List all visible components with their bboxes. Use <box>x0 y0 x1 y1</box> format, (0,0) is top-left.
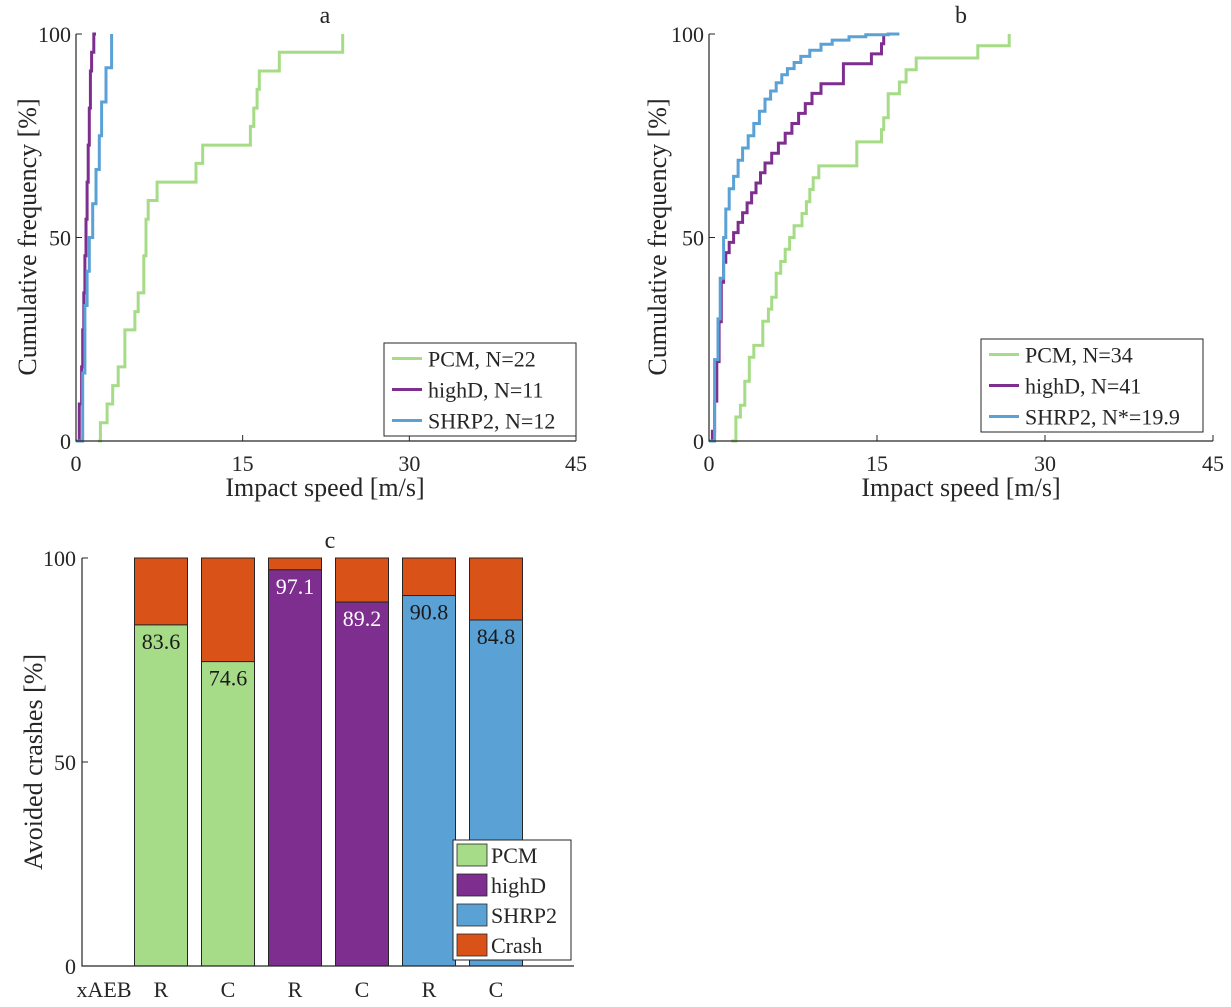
panel-c-bar-crash-3 <box>335 557 389 603</box>
panel-b-plot-area: 0 15 30 45 0 50 100 PCM, N=34 highD, N=41 SHRP2, … <box>671 22 1224 476</box>
panel-a-xtick-label-3: 45 <box>565 451 587 476</box>
panel-a-xlabel: Impact speed [m/s] <box>225 473 424 502</box>
panel-c-plot-area: 83.6 R 74.6 C 97.1 R 89.2 C 90.8 R 84.8 C 0 50 100 PCM h… <box>43 546 574 1002</box>
panel-a-ytick-label-1: 50 <box>49 226 71 251</box>
panel-b-legend-label-1: highD, N=41 <box>1025 374 1141 399</box>
panel-c-bar-crash-4 <box>402 557 456 597</box>
panel-c-data-label-3: 89.2 <box>343 606 382 631</box>
panel-c-data-label-0: 83.6 <box>142 629 181 654</box>
panel-c-xtick-label-1: C <box>221 977 236 1002</box>
panel-a-xtick-label-0: 0 <box>71 451 82 476</box>
panel-b: b 0 15 30 45 0 50 100 PCM, N=34 highD, N=41 SHRP2… <box>643 3 1224 502</box>
panel-c-xtick-label-2: R <box>288 977 303 1002</box>
panel-a-ytick-label-0: 0 <box>60 429 71 454</box>
panel-a-legend-label-1: highD, N=11 <box>428 378 543 403</box>
panel-c-legend: PCM highD SHRP2 Crash <box>452 839 572 961</box>
panel-a-legend-label-0: PCM, N=22 <box>428 347 536 372</box>
panel-c-title: c <box>325 528 336 554</box>
panel-b-series-line-2 <box>709 32 900 443</box>
panel-a-ytick-label-2: 100 <box>38 22 71 47</box>
panel-c-legend-swatch-1 <box>456 873 488 897</box>
panel-a-xtick-label-2: 30 <box>398 451 420 476</box>
panel-c-ytick-label-0: 0 <box>65 954 76 979</box>
panel-a-legend: PCM, N=22 highD, N=11 SHRP2, N=12 <box>383 342 577 437</box>
panel-a-series-line-1 <box>76 32 96 443</box>
panel-b-xtick-label-1: 15 <box>866 451 888 476</box>
panel-a-xtick-label-1: 15 <box>232 451 254 476</box>
panel-c-xlabel: xAEB <box>77 977 132 1002</box>
panel-c-xtick-label-0: R <box>154 977 169 1002</box>
panel-c-xtick-label-5: C <box>489 977 504 1002</box>
panel-c-legend-label-1: highD <box>491 873 546 898</box>
panel-b-ytick-label-1: 50 <box>682 226 704 251</box>
panel-c-xtick-label-3: C <box>355 977 370 1002</box>
panel-b-ytick-label-0: 0 <box>693 429 704 454</box>
panel-c-bar-avoided-4 <box>402 595 456 967</box>
panel-c-data-label-4: 90.8 <box>410 600 449 625</box>
panel-a-title: a <box>320 3 331 29</box>
panel-c: c 83.6 R 74.6 C 97.1 R 89.2 C 90.8 R 84.8 C 0 50 100 PC… <box>19 528 574 1002</box>
panel-b-ylabel: Cumulative frequency [%] <box>643 98 672 375</box>
panel-c-data-label-2: 97.1 <box>276 574 315 599</box>
panel-b-legend: PCM, N=34 highD, N=41 SHRP2, N*=19.9 <box>980 338 1204 433</box>
panel-c-data-label-5: 84.8 <box>477 624 516 649</box>
panel-c-bar-avoided-3 <box>335 601 389 967</box>
panel-c-legend-label-0: PCM <box>491 843 537 868</box>
panel-c-bar-crash-5 <box>469 557 523 621</box>
panel-c-legend-label-2: SHRP2 <box>491 903 557 928</box>
panel-a-series-line-0 <box>98 34 345 443</box>
panel-b-xtick-label-0: 0 <box>704 451 715 476</box>
panel-a: a 0 15 30 45 0 50 100 PCM, N=22 highD, N=11 SHRP2… <box>13 3 587 502</box>
panel-c-ytick-label-2: 100 <box>43 546 76 571</box>
panel-b-legend-label-2: SHRP2, N*=19.9 <box>1025 405 1180 430</box>
panel-c-bar-crash-1 <box>201 557 255 663</box>
panel-b-xlabel: Impact speed [m/s] <box>861 473 1060 502</box>
panel-b-xtick-label-3: 45 <box>1202 451 1224 476</box>
panel-b-series-line-0 <box>731 34 1011 443</box>
panel-a-legend-label-2: SHRP2, N=12 <box>428 409 555 434</box>
panel-c-bar-crash-2 <box>268 557 322 571</box>
panel-c-bar-crash-0 <box>134 557 188 626</box>
panel-c-ylabel: Avoided crashes [%] <box>19 654 48 870</box>
panel-c-bar-avoided-2 <box>268 569 322 967</box>
panel-c-bar-avoided-0 <box>134 624 188 967</box>
panel-c-legend-swatch-0 <box>456 843 488 867</box>
panel-c-legend-label-3: Crash <box>491 933 542 958</box>
panel-c-data-label-1: 74.6 <box>209 666 248 691</box>
panel-b-title: b <box>955 3 967 29</box>
panel-c-xtick-label-4: R <box>422 977 437 1002</box>
panel-c-ytick-label-1: 50 <box>54 750 76 775</box>
panel-b-ytick-label-2: 100 <box>671 22 704 47</box>
panel-a-ylabel: Cumulative frequency [%] <box>13 98 42 375</box>
panel-a-plot-area: 0 15 30 45 0 50 100 PCM, N=22 highD, N=11 SHRP2, … <box>38 22 587 476</box>
panel-b-xtick-label-2: 30 <box>1034 451 1056 476</box>
panel-b-legend-label-0: PCM, N=34 <box>1025 343 1133 368</box>
panel-c-bar-avoided-1 <box>201 661 255 967</box>
panel-c-legend-swatch-2 <box>456 903 488 927</box>
panel-a-series-line-2 <box>76 34 114 443</box>
panel-c-legend-swatch-3 <box>456 933 488 957</box>
